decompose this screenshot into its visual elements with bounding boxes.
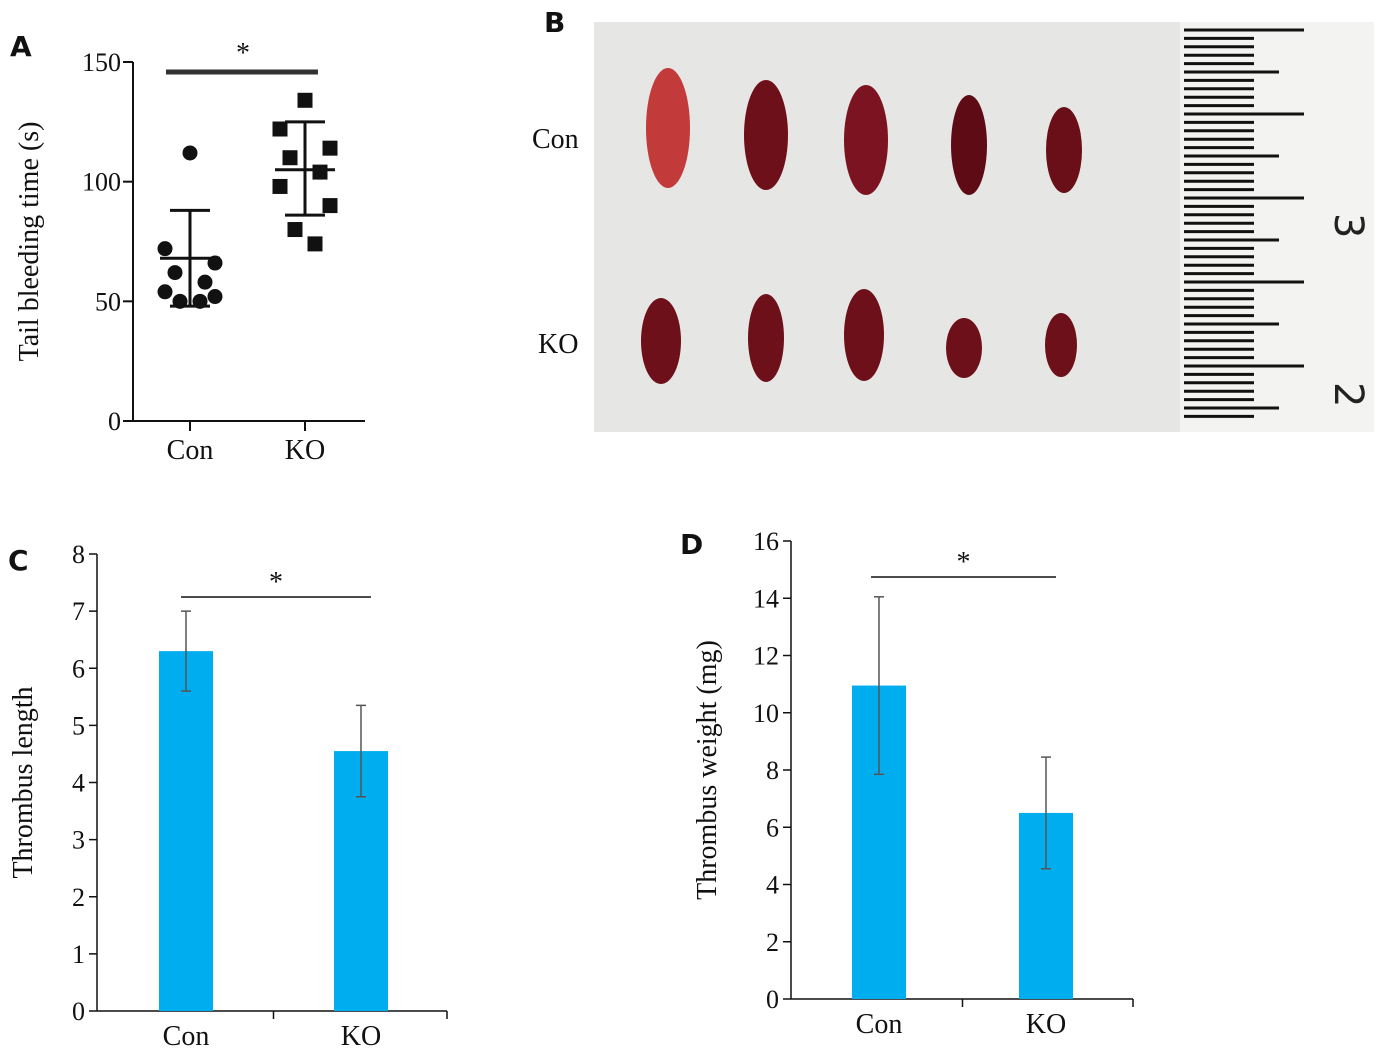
ruler	[1180, 22, 1374, 432]
y-tick-label: 14	[753, 584, 779, 613]
thrombus-con	[844, 85, 888, 195]
thrombus-con	[951, 95, 987, 195]
thrombus-ko	[748, 294, 784, 382]
chart-thrombus-weight: 0 2 4 6 8 10 12 14 16 Con KO Thrombus weight (mg) *	[692, 527, 1134, 1040]
data-point	[197, 274, 213, 290]
y-tick-label: 1	[72, 940, 85, 969]
y-axis-title: Thrombus length	[8, 686, 39, 878]
x-tick-label: KO	[341, 1021, 381, 1052]
y-tick-label: 100	[82, 168, 121, 197]
y-tick-label: 4	[72, 769, 85, 798]
thrombus-photo: 3 2	[594, 22, 1374, 432]
ruler-ticks	[1184, 28, 1304, 418]
data-point	[307, 236, 323, 252]
y-tick-label: 8	[766, 756, 779, 785]
thrombus-con	[646, 68, 690, 188]
y-tick-label: 7	[72, 597, 85, 626]
bar	[159, 651, 213, 1011]
data-point	[157, 284, 173, 300]
data-point	[297, 92, 313, 108]
thrombus-con	[1046, 107, 1082, 193]
y-tick-label: 10	[753, 699, 779, 728]
x-tick-label: Con	[167, 435, 214, 466]
data-point	[322, 198, 338, 214]
data-point	[312, 164, 328, 180]
chart-thrombus-length: 0 1 2 3 4 5 6 7 8 Con KO Thrombus length *	[8, 540, 448, 1052]
y-tick-label: 0	[766, 985, 779, 1014]
ruler-mark-2: 2	[1325, 382, 1371, 407]
panel-letter-d: D	[680, 528, 703, 561]
y-tick-label: 12	[753, 642, 779, 671]
panel-letter-b: B	[544, 6, 565, 39]
thrombus-samples	[641, 68, 1082, 384]
data-point	[272, 121, 288, 137]
thrombus-ko	[641, 298, 681, 384]
data-point	[167, 265, 183, 281]
photo-row-label-ko: KO	[538, 329, 578, 360]
y-tick-label: 3	[72, 826, 85, 855]
significance-star: *	[236, 38, 250, 69]
y-tick-label: 4	[766, 871, 779, 900]
y-tick-label: 8	[72, 540, 85, 569]
thrombus-ko	[844, 289, 884, 381]
y-tick-label: 2	[766, 928, 779, 957]
y-tick-label: 150	[82, 48, 121, 77]
photo-row-label-con: Con	[532, 124, 579, 155]
significance-star: *	[269, 567, 283, 598]
ruler-mark-3: 3	[1325, 213, 1371, 238]
x-tick-label: Con	[856, 1009, 903, 1040]
y-tick-label: 0	[108, 407, 121, 436]
data-point	[287, 222, 303, 238]
y-tick-label: 2	[72, 883, 85, 912]
y-tick-label: 50	[95, 287, 121, 316]
x-tick-label: Con	[163, 1021, 210, 1052]
y-tick-label: 5	[72, 711, 85, 740]
data-point	[272, 178, 288, 194]
chart-tail-bleeding: 0 50 100 150 Con KO Tail bleeding time (s) *	[14, 38, 365, 466]
significance-star: *	[957, 547, 971, 578]
data-point	[282, 150, 298, 166]
y-axis-title: Thrombus weight (mg)	[692, 640, 723, 900]
panel-letter-c: C	[8, 544, 29, 577]
y-tick-label: 6	[72, 654, 85, 683]
x-tick-label: KO	[1026, 1009, 1066, 1040]
y-tick-label: 6	[766, 813, 779, 842]
data-point	[157, 241, 173, 257]
y-axis-title: Tail bleeding time (s)	[14, 122, 45, 362]
x-tick-label: KO	[285, 435, 325, 466]
data-point	[182, 145, 198, 161]
panel-letter-a: A	[10, 30, 32, 63]
thrombus-ko	[1045, 313, 1077, 377]
thrombus-con	[744, 80, 788, 190]
y-tick-label: 16	[753, 527, 779, 556]
y-tick-label: 0	[72, 997, 85, 1026]
data-point	[322, 140, 338, 156]
thrombus-ko	[946, 318, 982, 378]
data-point	[207, 289, 223, 305]
